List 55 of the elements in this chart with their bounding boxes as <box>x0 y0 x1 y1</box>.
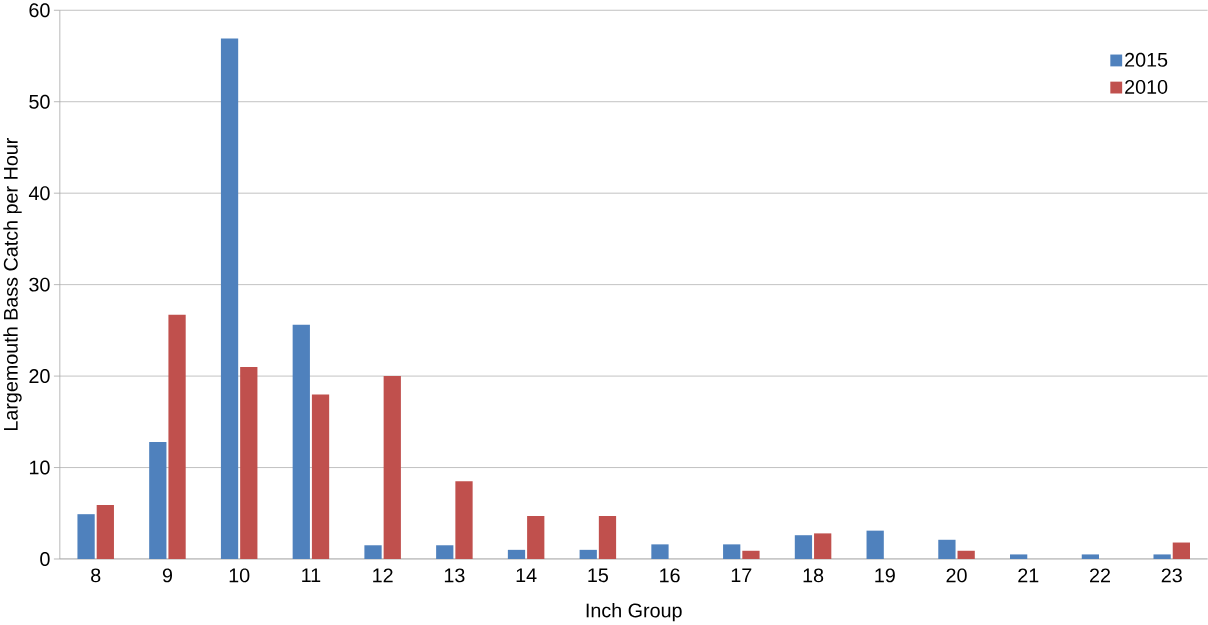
bar <box>240 367 258 560</box>
bar <box>364 545 382 560</box>
bar <box>455 481 473 560</box>
bar <box>598 516 617 560</box>
bar <box>507 550 526 560</box>
bar <box>168 314 186 560</box>
bar <box>383 376 401 560</box>
bar <box>96 505 114 560</box>
bar <box>149 442 167 560</box>
y-tick-label: 30 <box>29 277 50 292</box>
bar <box>957 550 975 560</box>
bar <box>794 535 813 560</box>
x-tick-label: 23 <box>1161 568 1182 583</box>
x-tick-label: 15 <box>588 568 608 583</box>
x-tick-label: 16 <box>660 568 680 583</box>
x-tick-label: 13 <box>444 568 465 583</box>
y-tick-label: 50 <box>29 94 50 109</box>
x-tick-label: 21 <box>1018 568 1039 583</box>
bar <box>1172 542 1190 560</box>
x-tick-label: 17 <box>731 568 752 583</box>
x-axis-title: Inch Group <box>586 603 682 622</box>
y-tick-label: 40 <box>28 186 50 201</box>
x-tick-label: 18 <box>803 568 824 583</box>
x-tick-label: 14 <box>516 568 537 583</box>
x-tick-label: 19 <box>875 568 895 583</box>
bar <box>1153 554 1171 560</box>
x-tick-label: 22 <box>1090 568 1110 583</box>
y-tick-label: 10 <box>29 460 50 475</box>
bar <box>292 325 310 560</box>
y-axis-title: Largemouth Bass Catch per Hour <box>3 138 22 431</box>
bar <box>866 530 884 560</box>
x-tick-label: 12 <box>373 568 393 583</box>
x-tick-label: 9 <box>162 568 172 583</box>
bar <box>311 394 330 560</box>
y-tick-label: 0 <box>40 552 50 567</box>
bar <box>1081 554 1100 560</box>
bar <box>742 550 760 560</box>
bar <box>723 544 741 560</box>
bar <box>579 550 597 560</box>
bar <box>938 539 956 560</box>
x-tick-label: 20 <box>946 568 967 583</box>
x-tick-label: 10 <box>229 568 250 583</box>
x-tick-label: 8 <box>91 568 101 583</box>
y-tick-label: 60 <box>29 3 50 18</box>
x-tick-label: 11 <box>302 568 321 583</box>
bar <box>651 544 669 560</box>
bar <box>77 514 95 560</box>
legend-label: 2015 <box>1125 53 1168 67</box>
bar <box>220 38 239 560</box>
bar <box>436 545 454 560</box>
bar <box>1010 554 1028 560</box>
y-tick-label: 20 <box>29 369 50 384</box>
bar <box>527 516 545 560</box>
bar <box>814 533 832 560</box>
legend-label: 2010 <box>1125 80 1168 95</box>
